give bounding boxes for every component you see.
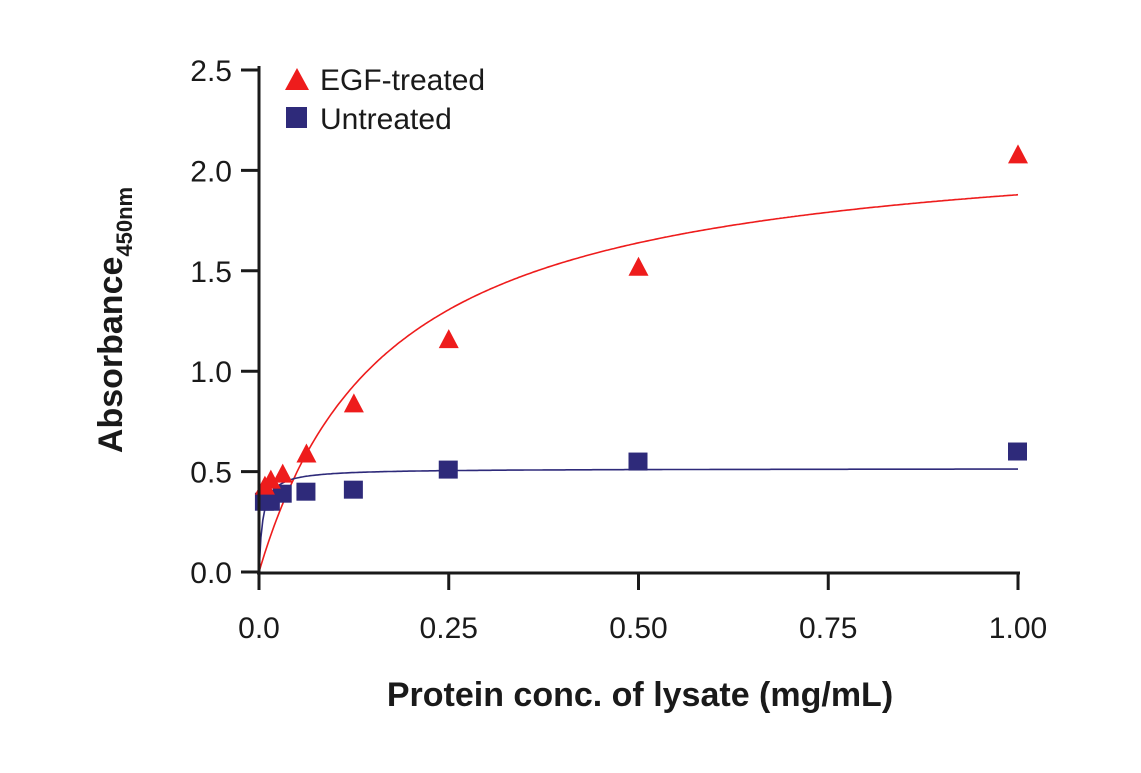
y-tick-label: 2.0 <box>190 155 232 188</box>
point-untreated <box>438 460 458 479</box>
point-untreated <box>272 484 292 503</box>
fit-curve-untreated <box>258 468 1018 573</box>
point-egf-treated <box>272 463 293 483</box>
point-egf-treated <box>260 469 281 489</box>
legend-label-untreated: Untreated <box>320 103 452 136</box>
y-tick-label: 2.5 <box>190 55 232 88</box>
point-untreated <box>1008 442 1027 461</box>
legend-marker-egf <box>285 68 309 90</box>
x-tick-label: 0.0 <box>238 612 280 645</box>
x-tick-label: 0.75 <box>799 612 857 645</box>
legend-label-egf: EGF-treated <box>320 64 485 97</box>
y-tick-label: 0.0 <box>190 557 232 590</box>
y-axis-label-subscript: 450nm <box>112 187 137 257</box>
point-untreated <box>343 480 363 499</box>
fit-curves <box>258 193 1019 573</box>
fit-curve-egf <box>258 193 1019 573</box>
y-tick-label: 1.5 <box>190 256 232 289</box>
legend-marker-untreated <box>286 107 307 128</box>
point-egf-treated <box>296 443 317 463</box>
y-tick-label: 1.0 <box>190 356 232 389</box>
data-points <box>254 144 1028 511</box>
x-axis-label: Protein conc. of lysate (mg/mL) <box>387 676 893 714</box>
x-tick-label: 1.00 <box>989 612 1047 645</box>
y-axis-label: Absorbance450nm <box>92 187 137 453</box>
point-egf-treated <box>438 329 459 349</box>
x-tick-label: 0.25 <box>420 612 478 645</box>
point-untreated <box>628 452 648 471</box>
point-egf-treated <box>1008 144 1028 164</box>
legend: EGF-treated Untreated <box>285 64 485 136</box>
point-egf-treated <box>343 393 364 413</box>
x-tick-label: 0.50 <box>609 612 667 645</box>
point-egf-treated <box>628 256 649 276</box>
point-untreated <box>296 482 316 501</box>
ticks: 0.0 0.5 1.0 1.5 2.0 2.5 0.0 0.25 0.50 0.75 1.00 <box>190 55 1047 645</box>
y-tick-label: 0.5 <box>190 457 232 490</box>
